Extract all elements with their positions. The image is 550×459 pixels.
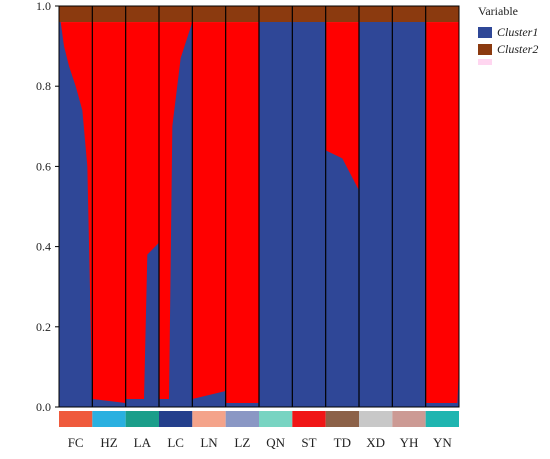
cluster1-area-qn [259, 22, 293, 407]
cluster1-area-xd [359, 22, 393, 407]
cluster1-area-yh [392, 22, 426, 407]
cluster2-band-ln [192, 6, 226, 23]
cluster1-area-lc [159, 22, 193, 407]
x-label-qn: QN [266, 435, 285, 450]
cluster2-band-qn [259, 6, 293, 23]
cluster2-band-yh [392, 6, 426, 23]
group-xd [359, 6, 393, 407]
group-hz [92, 6, 126, 407]
x-label-xd: XD [366, 435, 385, 450]
cluster2-band-la [125, 6, 159, 23]
cluster1-area-yn [425, 366, 459, 407]
cluster2-band-yn [425, 6, 459, 23]
cluster2-band-lz [225, 6, 259, 23]
y-tick-label: 0.8 [36, 79, 51, 93]
strip-qn [259, 411, 293, 427]
strip-st [292, 411, 326, 427]
x-label-lz: LZ [234, 435, 250, 450]
y-tick-label: 0.4 [36, 240, 51, 254]
cluster2-band-xd [359, 6, 393, 23]
secondary-area-lz [225, 22, 259, 407]
x-label-la: LA [134, 435, 152, 450]
legend-item-cluster2: Cluster2 [478, 42, 548, 57]
x-label-fc: FC [68, 435, 84, 450]
y-axis: 0.0 0.2 0.4 0.6 0.8 1.0 [36, 0, 59, 414]
cluster1-area-ln [192, 390, 226, 407]
group-lc [159, 6, 193, 407]
cluster1-area-td [325, 150, 359, 408]
x-label-lc: LC [167, 435, 184, 450]
group-color-strip [59, 411, 459, 427]
group-yh [392, 6, 426, 407]
x-label-td: TD [334, 435, 351, 450]
x-axis-labels: FC HZ LA LC LN LZ QN ST TD XD YH YN [68, 435, 453, 450]
legend-item-cluster1: Cluster1 [478, 25, 548, 40]
group-la [125, 6, 159, 407]
cluster1-area-hz [92, 398, 126, 407]
group-td [325, 6, 359, 408]
secondary-area-hz [92, 22, 126, 407]
cluster1-area-lz [225, 402, 259, 407]
strip-xd [359, 411, 393, 427]
plot-frame [58, 5, 460, 408]
strip-hz [92, 411, 126, 427]
group-fc [59, 6, 93, 407]
bars-layer [59, 6, 459, 408]
strip-yh [392, 411, 426, 427]
cluster2-band-st [292, 6, 326, 23]
y-tick-label: 1.0 [36, 0, 51, 13]
group-st [292, 6, 326, 407]
strip-yn [425, 411, 459, 427]
group-yn [425, 6, 459, 407]
secondary-area-ln [192, 22, 226, 407]
strip-lz [225, 411, 259, 427]
group-lz [225, 6, 259, 407]
cluster1-area-st [292, 22, 326, 407]
x-label-yn: YN [433, 435, 452, 450]
y-tick-label: 0.2 [36, 320, 51, 334]
group-dividers [91, 6, 427, 407]
cluster2-band-hz [92, 6, 126, 23]
legend-label-cluster1: Cluster1 [497, 25, 539, 39]
strip-ln [192, 411, 226, 427]
x-label-yh: YH [400, 435, 419, 450]
legend-label-cluster2: Cluster2 [497, 42, 539, 56]
strip-la [125, 411, 159, 427]
legend-stub [478, 59, 492, 65]
strip-lc [159, 411, 193, 427]
cluster1-area-la [125, 242, 159, 407]
y-tick-label: 0.0 [36, 400, 51, 414]
y-tick-label: 0.6 [36, 159, 51, 173]
strip-td [325, 411, 359, 427]
strip-fc [59, 411, 93, 427]
cluster1-area-fc [59, 22, 93, 407]
secondary-area-yn [425, 22, 459, 407]
x-label-st: ST [301, 435, 316, 450]
legend-swatch-cluster2 [478, 44, 492, 55]
legend-swatch-cluster1 [478, 27, 492, 38]
group-qn [259, 6, 293, 407]
legend-title: Variable [478, 4, 518, 18]
legend: Variable Cluster1 Cluster2 [478, 4, 548, 65]
cluster2-band-fc [59, 6, 93, 23]
cluster2-band-td [325, 6, 359, 23]
x-label-hz: HZ [100, 435, 117, 450]
group-ln [192, 6, 226, 407]
cluster2-band-lc [159, 6, 193, 23]
x-label-ln: LN [200, 435, 218, 450]
